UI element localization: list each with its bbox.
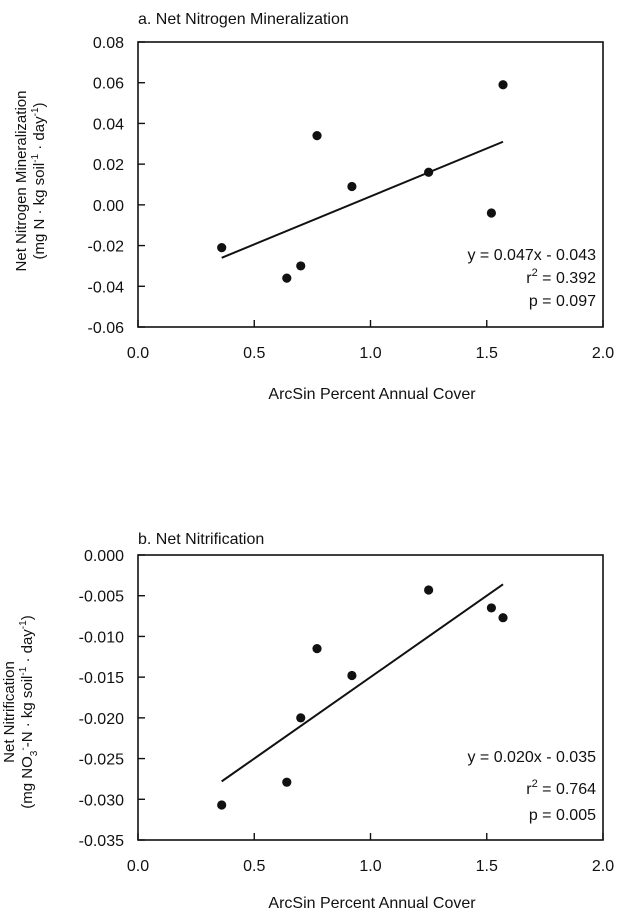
panel-a-y-axis-title-line1: Net Nitrogen Mineralization bbox=[13, 91, 30, 272]
panel-a-x-tick-label: 1.5 bbox=[476, 345, 498, 362]
panel-a-y-tick-label: -0.02 bbox=[88, 239, 125, 256]
panel-b-r-squared-value: = 0.764 bbox=[538, 781, 596, 798]
panel-b-plot-frame bbox=[137, 554, 604, 841]
panel-b-y-tick-label: -0.015 bbox=[79, 670, 124, 687]
panel-b-data-point bbox=[486, 603, 496, 613]
panel-a-data-point bbox=[347, 181, 357, 192]
panel-b-y-axis-title-line1: Net Nitrification bbox=[1, 661, 18, 763]
panel-a: a. Net Nitrogen Mineralization 0.0 0.5 1.0… bbox=[13, 11, 614, 403]
panel-a-y-axis-title-line2: (mg N · kg soil-1 · day-1) bbox=[30, 102, 48, 259]
panel-b-y-tick-label: -0.035 bbox=[79, 833, 124, 850]
panel-a-y-tick-label: 0.00 bbox=[93, 198, 124, 215]
panel-a-x-tick-label: 1.0 bbox=[359, 345, 381, 362]
panel-a-title: a. Net Nitrogen Mineralization bbox=[138, 11, 349, 28]
panel-a-r-squared-value: = 0.392 bbox=[538, 270, 596, 287]
panel-b-x-tick-label: 1.5 bbox=[476, 858, 498, 875]
panel-a-y-tick-label: -0.06 bbox=[88, 320, 125, 337]
panel-a-data-point bbox=[312, 131, 322, 141]
panel-a-data-point bbox=[486, 208, 496, 218]
panel-a-equation: y = 0.047x - 0.043 bbox=[467, 247, 596, 264]
panel-b-trendline bbox=[221, 583, 504, 783]
panel-a-x-axis-title: ArcSin Percent Annual Cover bbox=[268, 386, 476, 403]
panel-b-data-point bbox=[296, 713, 306, 723]
panel-b-data-point bbox=[424, 585, 434, 595]
panel-a-data-point bbox=[498, 80, 508, 90]
panel-b-x-tick-label: 0.5 bbox=[243, 858, 265, 875]
panel-b-y-tick-label: 0.000 bbox=[84, 548, 124, 565]
panel-a-ticks: 0.0 0.5 1.0 1.5 2.0 -0.06 -0.04 -0.02 0.00 0.02 0.… bbox=[88, 35, 615, 362]
panel-b-data-point bbox=[347, 670, 357, 681]
panel-a-y-tick-label: 0.04 bbox=[93, 116, 124, 133]
panel-a-data-point bbox=[217, 243, 227, 253]
panel-a-plot-frame bbox=[137, 41, 604, 328]
panel-a-y-tick-label: 0.06 bbox=[93, 76, 124, 93]
panel-a-p-value: p = 0.097 bbox=[529, 293, 596, 310]
panel-b-title: b. Net Nitrification bbox=[138, 531, 264, 548]
panel-a-x-tick-label: 0.5 bbox=[243, 345, 265, 362]
panel-a-data-point bbox=[296, 261, 306, 271]
panel-b-ticks: 0.0 0.5 1.0 1.5 2.0 -0.035 -0.030 -0.025 -0.020 -… bbox=[79, 548, 615, 875]
panel-a-points bbox=[217, 80, 508, 283]
panel-b-y-tick-label: -0.010 bbox=[79, 629, 124, 646]
panel-b-y-tick-label: -0.025 bbox=[79, 752, 124, 769]
panel-b-y-tick-label: -0.005 bbox=[79, 589, 124, 606]
panel-a-trendline bbox=[221, 140, 504, 259]
panel-b-x-tick-label: 0.0 bbox=[127, 858, 149, 875]
panel-b-y-axis-title-line2: (mg NO3--N · kg soil-1 · day-1) bbox=[18, 615, 40, 808]
panel-b-data-point bbox=[498, 613, 508, 623]
panel-b-x-tick-label: 1.0 bbox=[359, 858, 381, 875]
panel-a-y-tick-label: 0.02 bbox=[93, 157, 124, 174]
panel-b-x-axis-title: ArcSin Percent Annual Cover bbox=[268, 895, 476, 912]
panel-b-p-value: p = 0.005 bbox=[529, 807, 596, 824]
panel-a-r-squared: r2 = 0.392 bbox=[526, 267, 596, 287]
panel-b-x-tick-label: 2.0 bbox=[592, 858, 614, 875]
panel-b-data-point bbox=[217, 800, 227, 810]
panel-b-data-point bbox=[282, 777, 292, 787]
panel-b-points bbox=[217, 585, 508, 810]
panel-b-equation: y = 0.020x - 0.035 bbox=[467, 749, 596, 766]
panel-a-data-point bbox=[282, 273, 292, 283]
panel-b-y-tick-label: -0.030 bbox=[79, 792, 124, 809]
panel-a-x-tick-label: 0.0 bbox=[127, 345, 149, 362]
panel-b-y-tick-label: -0.020 bbox=[79, 711, 124, 728]
panel-a-y-tick-label: 0.08 bbox=[93, 35, 124, 52]
panel-a-y-tick-label: -0.04 bbox=[88, 279, 125, 296]
panel-b: b. Net Nitrification 0.0 0.5 1.0 1.5 2.0 -0.0… bbox=[1, 531, 614, 912]
panel-b-r-squared: r2 = 0.764 bbox=[526, 778, 596, 798]
panel-b-data-point bbox=[312, 644, 322, 654]
panel-a-x-tick-label: 2.0 bbox=[592, 345, 614, 362]
